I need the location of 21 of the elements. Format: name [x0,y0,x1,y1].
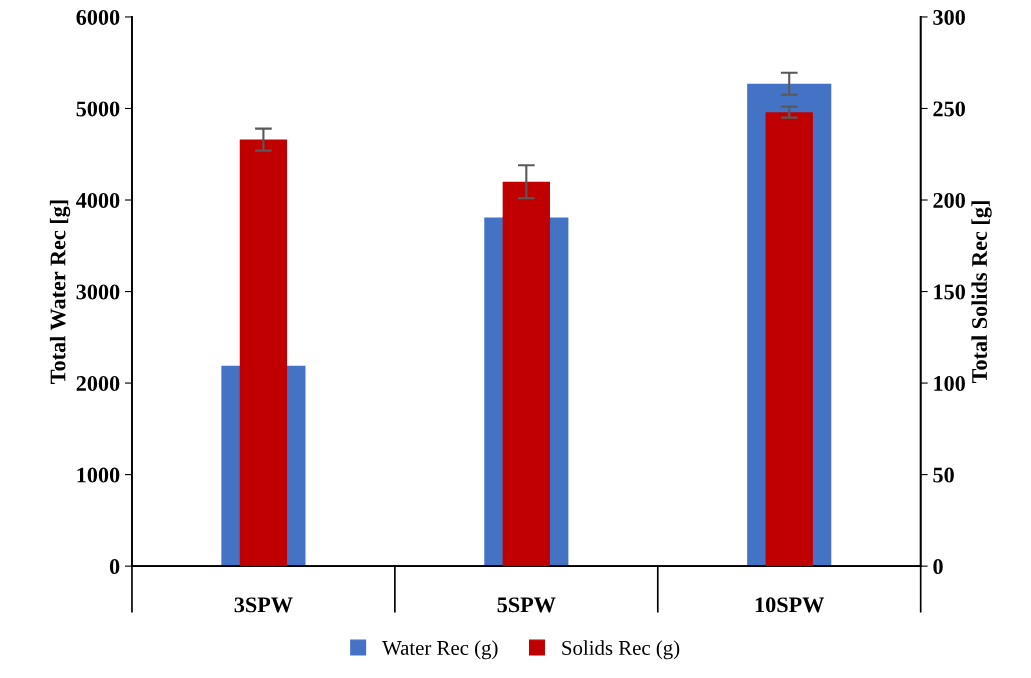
y2-tick-label: 100 [934,376,965,391]
y2-axis-title: Total Solids Rec [g] [971,201,992,384]
y2-tick-label: 150 [934,284,965,300]
y-tick-label: 3000 [76,284,120,300]
y-tick-label: 2000 [76,376,120,391]
y-tick-label: 1000 [77,467,120,483]
y-tick-label: 5000 [76,101,120,117]
y2-tick-label: 300 [933,9,965,25]
legend-label: Water Rec (g) [382,640,498,660]
legend-label: Solids Rec (g) [562,640,680,660]
y2-tick-label: 0 [933,559,943,575]
x-tick-label: 5SPW [497,597,556,613]
y-tick-label: 6000 [76,9,120,25]
y2-tick-label: 200 [933,192,965,208]
x-tick-label: 3SPW [234,597,293,613]
y-axis-title: Total Water Rec [g] [49,200,71,384]
y-tick-label: 4000 [76,192,120,208]
y2-tick-label: 50 [933,467,954,483]
x-tick-label: 10SPW [755,597,825,613]
y-tick-label: 0 [109,559,120,575]
y2-tick-label: 250 [933,101,965,117]
